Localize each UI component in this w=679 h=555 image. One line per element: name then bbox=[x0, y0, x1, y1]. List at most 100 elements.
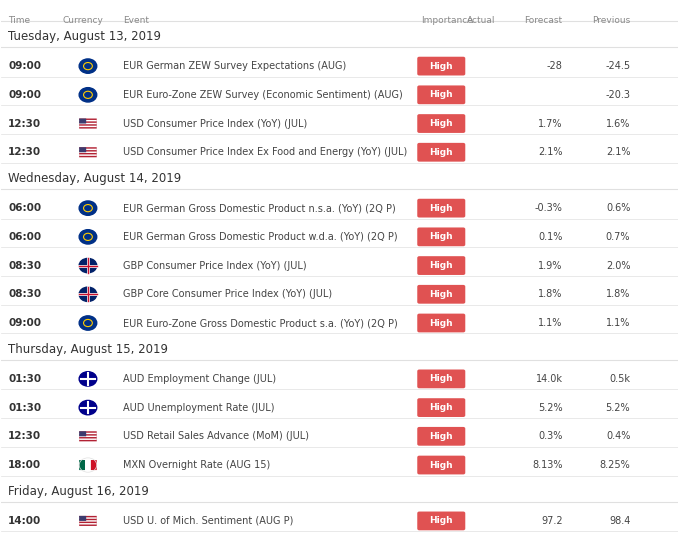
Text: GBP Core Consumer Price Index (YoY) (JUL): GBP Core Consumer Price Index (YoY) (JUL… bbox=[123, 289, 332, 299]
Text: 0.4%: 0.4% bbox=[606, 431, 630, 441]
Text: 8.13%: 8.13% bbox=[532, 460, 563, 470]
Text: Tuesday, August 13, 2019: Tuesday, August 13, 2019 bbox=[8, 30, 161, 43]
Text: GBP Consumer Price Index (YoY) (JUL): GBP Consumer Price Index (YoY) (JUL) bbox=[123, 260, 307, 271]
Text: -0.3%: -0.3% bbox=[535, 203, 563, 213]
Text: 09:00: 09:00 bbox=[8, 318, 41, 328]
FancyBboxPatch shape bbox=[418, 228, 465, 246]
Text: 12:30: 12:30 bbox=[8, 147, 41, 157]
Text: High: High bbox=[429, 90, 453, 99]
Text: Forecast: Forecast bbox=[525, 16, 563, 25]
Text: MXN Overnight Rate (AUG 15): MXN Overnight Rate (AUG 15) bbox=[123, 460, 270, 470]
FancyBboxPatch shape bbox=[91, 460, 96, 470]
FancyBboxPatch shape bbox=[418, 114, 465, 133]
FancyBboxPatch shape bbox=[418, 85, 465, 104]
FancyBboxPatch shape bbox=[418, 285, 465, 304]
Text: Wednesday, August 14, 2019: Wednesday, August 14, 2019 bbox=[8, 172, 181, 185]
Text: EUR German ZEW Survey Expectations (AUG): EUR German ZEW Survey Expectations (AUG) bbox=[123, 61, 346, 71]
Circle shape bbox=[79, 400, 96, 415]
Text: 06:00: 06:00 bbox=[8, 203, 41, 213]
Text: EUR German Gross Domestic Product w.d.a. (YoY) (2Q P): EUR German Gross Domestic Product w.d.a.… bbox=[123, 232, 398, 242]
Text: EUR Euro-Zone Gross Domestic Product s.a. (YoY) (2Q P): EUR Euro-Zone Gross Domestic Product s.a… bbox=[123, 318, 398, 328]
Text: High: High bbox=[429, 204, 453, 213]
FancyBboxPatch shape bbox=[79, 119, 86, 124]
Text: -20.3: -20.3 bbox=[605, 90, 630, 100]
Text: 2.1%: 2.1% bbox=[606, 147, 630, 157]
Text: 0.3%: 0.3% bbox=[538, 431, 563, 441]
Text: 5.2%: 5.2% bbox=[538, 402, 563, 412]
Text: USD Consumer Price Index Ex Food and Energy (YoY) (JUL): USD Consumer Price Index Ex Food and Ene… bbox=[123, 147, 407, 157]
Text: Thursday, August 15, 2019: Thursday, August 15, 2019 bbox=[8, 343, 168, 356]
Circle shape bbox=[79, 59, 96, 73]
Text: 8.25%: 8.25% bbox=[600, 460, 630, 470]
Text: 0.6%: 0.6% bbox=[606, 203, 630, 213]
Text: Currency: Currency bbox=[62, 16, 103, 25]
FancyBboxPatch shape bbox=[79, 460, 85, 470]
FancyBboxPatch shape bbox=[79, 523, 96, 524]
Text: Actual: Actual bbox=[466, 16, 495, 25]
Text: Time: Time bbox=[8, 16, 31, 25]
Text: 5.2%: 5.2% bbox=[606, 402, 630, 412]
Circle shape bbox=[79, 259, 96, 273]
Text: 1.9%: 1.9% bbox=[538, 260, 563, 271]
FancyBboxPatch shape bbox=[79, 436, 96, 437]
FancyBboxPatch shape bbox=[418, 512, 465, 531]
Text: USD U. of Mich. Sentiment (AUG P): USD U. of Mich. Sentiment (AUG P) bbox=[123, 516, 293, 526]
Text: Event: Event bbox=[123, 16, 149, 25]
Text: High: High bbox=[429, 432, 453, 441]
Text: High: High bbox=[429, 375, 453, 384]
Circle shape bbox=[79, 372, 96, 386]
Text: Friday, August 16, 2019: Friday, August 16, 2019 bbox=[8, 485, 149, 498]
Text: 0.5k: 0.5k bbox=[609, 374, 630, 384]
Text: 01:30: 01:30 bbox=[8, 374, 41, 384]
Text: 1.7%: 1.7% bbox=[538, 119, 563, 129]
Circle shape bbox=[79, 316, 96, 330]
Text: High: High bbox=[429, 148, 453, 157]
FancyBboxPatch shape bbox=[79, 520, 96, 522]
Text: EUR German Gross Domestic Product n.s.a. (YoY) (2Q P): EUR German Gross Domestic Product n.s.a.… bbox=[123, 203, 396, 213]
Text: 09:00: 09:00 bbox=[8, 90, 41, 100]
FancyBboxPatch shape bbox=[79, 431, 86, 436]
FancyBboxPatch shape bbox=[418, 57, 465, 75]
FancyBboxPatch shape bbox=[418, 256, 465, 275]
Text: 18:00: 18:00 bbox=[8, 460, 41, 470]
Text: 1.1%: 1.1% bbox=[606, 318, 630, 328]
Text: 08:30: 08:30 bbox=[8, 260, 41, 271]
Text: AUD Employment Change (JUL): AUD Employment Change (JUL) bbox=[123, 374, 276, 384]
FancyBboxPatch shape bbox=[418, 314, 465, 332]
FancyBboxPatch shape bbox=[418, 370, 465, 388]
Text: 1.6%: 1.6% bbox=[606, 119, 630, 129]
Text: 2.0%: 2.0% bbox=[606, 260, 630, 271]
FancyBboxPatch shape bbox=[418, 143, 465, 162]
Text: 12:30: 12:30 bbox=[8, 119, 41, 129]
Text: 1.8%: 1.8% bbox=[538, 289, 563, 299]
FancyBboxPatch shape bbox=[79, 154, 96, 156]
Text: AUD Unemployment Rate (JUL): AUD Unemployment Rate (JUL) bbox=[123, 402, 274, 412]
FancyBboxPatch shape bbox=[79, 119, 96, 129]
Text: High: High bbox=[429, 290, 453, 299]
FancyBboxPatch shape bbox=[79, 125, 96, 127]
FancyBboxPatch shape bbox=[418, 398, 465, 417]
Text: High: High bbox=[429, 233, 453, 241]
Text: High: High bbox=[429, 403, 453, 412]
FancyBboxPatch shape bbox=[79, 123, 96, 124]
Text: 14:00: 14:00 bbox=[8, 516, 41, 526]
FancyBboxPatch shape bbox=[79, 517, 96, 519]
FancyBboxPatch shape bbox=[85, 460, 91, 470]
Text: Previous: Previous bbox=[592, 16, 630, 25]
FancyBboxPatch shape bbox=[79, 147, 96, 157]
Text: 2.1%: 2.1% bbox=[538, 147, 563, 157]
Text: USD Consumer Price Index (YoY) (JUL): USD Consumer Price Index (YoY) (JUL) bbox=[123, 119, 308, 129]
Text: 0.1%: 0.1% bbox=[538, 232, 563, 242]
FancyBboxPatch shape bbox=[418, 199, 465, 218]
Text: 0.7%: 0.7% bbox=[606, 232, 630, 242]
Circle shape bbox=[79, 88, 96, 102]
Text: High: High bbox=[429, 461, 453, 470]
Text: 08:30: 08:30 bbox=[8, 289, 41, 299]
Text: -28: -28 bbox=[547, 61, 563, 71]
Text: High: High bbox=[429, 119, 453, 128]
Circle shape bbox=[79, 287, 96, 301]
Text: 09:00: 09:00 bbox=[8, 61, 41, 71]
Text: 98.4: 98.4 bbox=[609, 516, 630, 526]
FancyBboxPatch shape bbox=[79, 431, 96, 441]
FancyBboxPatch shape bbox=[79, 149, 96, 150]
